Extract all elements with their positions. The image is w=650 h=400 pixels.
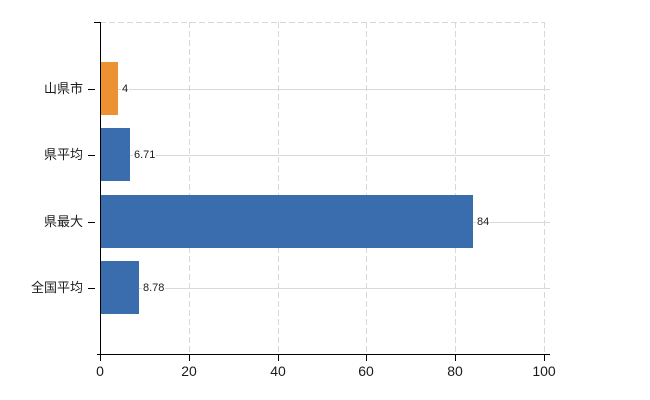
bar [101,128,130,181]
y-axis-top-tick [94,22,101,23]
y-tick [88,222,95,223]
bar-value-label: 84 [476,215,491,229]
v-gridline [544,22,545,355]
x-tick-label: 60 [358,363,374,379]
x-tick-label: 40 [270,363,286,379]
y-tick [88,89,95,90]
x-tick [189,355,190,361]
y-tick [88,288,95,289]
x-tick-label: 0 [96,363,104,379]
category-gridline [100,155,550,156]
bar [101,62,118,115]
x-axis-line [97,354,550,355]
x-tick [544,355,545,361]
v-gridline [189,22,190,355]
x-tick-label: 80 [447,363,463,379]
x-tick [278,355,279,361]
category-label: 全国平均 [30,280,83,295]
category-label: 県最大 [43,214,83,229]
x-tick-label: 20 [181,363,197,379]
x-tick [366,355,367,361]
y-axis-line [100,22,101,361]
category-gridline [100,89,550,90]
bar-value-label: 4 [121,82,130,96]
x-tick-label: 100 [532,363,556,379]
x-tick [455,355,456,361]
bar [101,261,139,314]
y-tick [88,155,95,156]
plot-top-border [100,22,544,23]
category-label: 山県市 [43,81,83,96]
v-gridline [455,22,456,355]
category-gridline [100,288,550,289]
v-gridline [278,22,279,355]
bar-value-label: 8.78 [142,281,166,295]
bar-value-label: 6.71 [133,148,157,162]
bar [101,195,473,248]
category-label: 県平均 [43,147,83,162]
v-gridline [366,22,367,355]
